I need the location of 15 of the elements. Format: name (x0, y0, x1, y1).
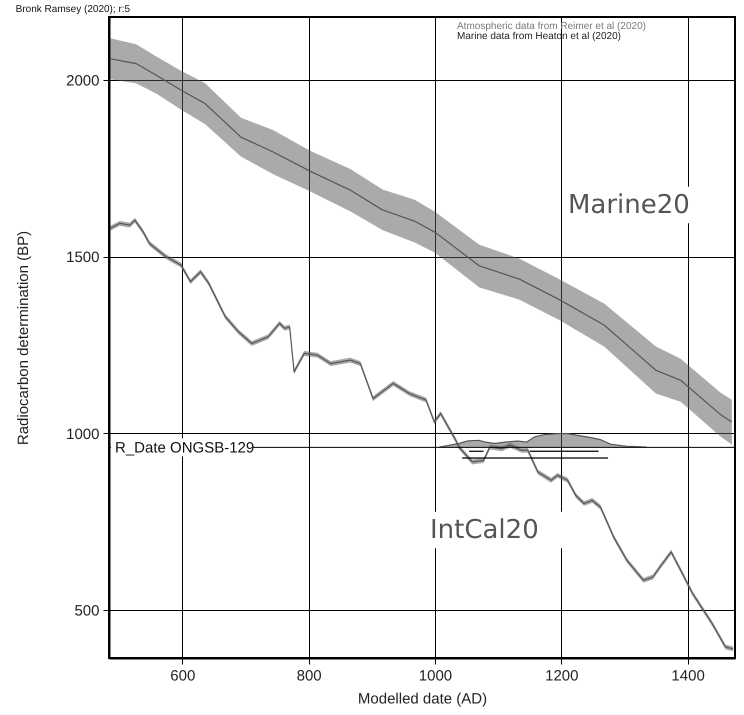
y-tick-label: 500 (74, 602, 100, 620)
y-axis-title: Radiocarbon determination (BP) (15, 230, 32, 446)
text: Marine20 (568, 190, 690, 220)
series-label: IntCal20 (430, 515, 539, 545)
chart-title: Bronk Ramsey (2020); r:5 (16, 4, 131, 15)
x-tick-label: 1200 (545, 668, 578, 684)
ref-line-label: R_Date ONGSB-129 (115, 439, 254, 456)
x-tick-label: 800 (296, 668, 322, 684)
x-axis-title: Modelled date (AD) (358, 690, 488, 708)
y-tick-label: 1500 (66, 249, 100, 266)
x-tick-label: 600 (170, 668, 196, 684)
x-tick-label: 1000 (418, 668, 452, 684)
x-tick-label: 1400 (671, 668, 705, 684)
y-tick-label: 1000 (66, 426, 100, 443)
y-tick-label: 2000 (66, 72, 100, 90)
